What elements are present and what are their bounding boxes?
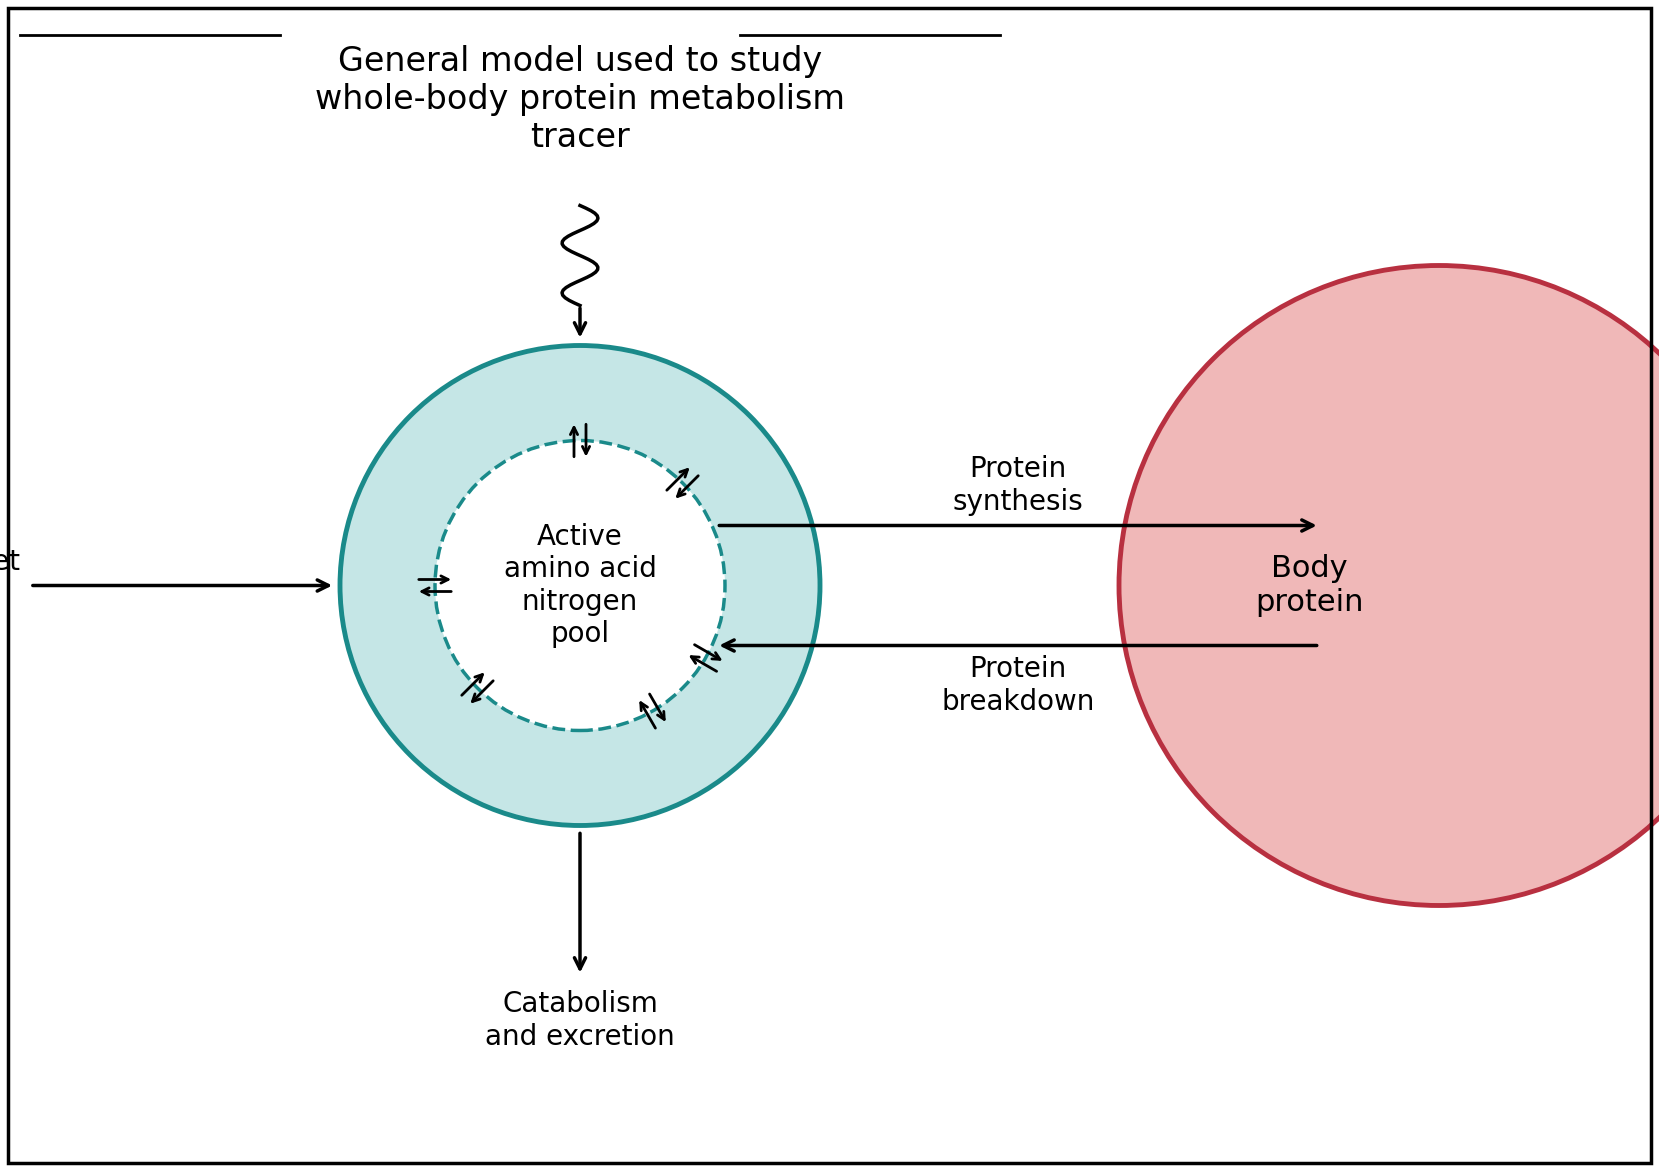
Circle shape: [340, 345, 820, 826]
Text: Protein
breakdown: Protein breakdown: [941, 656, 1095, 715]
Text: Active
amino acid
nitrogen
pool: Active amino acid nitrogen pool: [504, 523, 657, 648]
Circle shape: [435, 440, 725, 731]
Text: Body
protein: Body protein: [1254, 554, 1364, 617]
Text: Catabolism
and excretion: Catabolism and excretion: [484, 991, 675, 1050]
Text: Protein
synthesis: Protein synthesis: [952, 456, 1083, 515]
Text: Diet: Diet: [0, 548, 20, 575]
Text: General model used to study
whole-body protein metabolism
tracer: General model used to study whole-body p…: [315, 44, 844, 155]
Circle shape: [1120, 266, 1659, 905]
